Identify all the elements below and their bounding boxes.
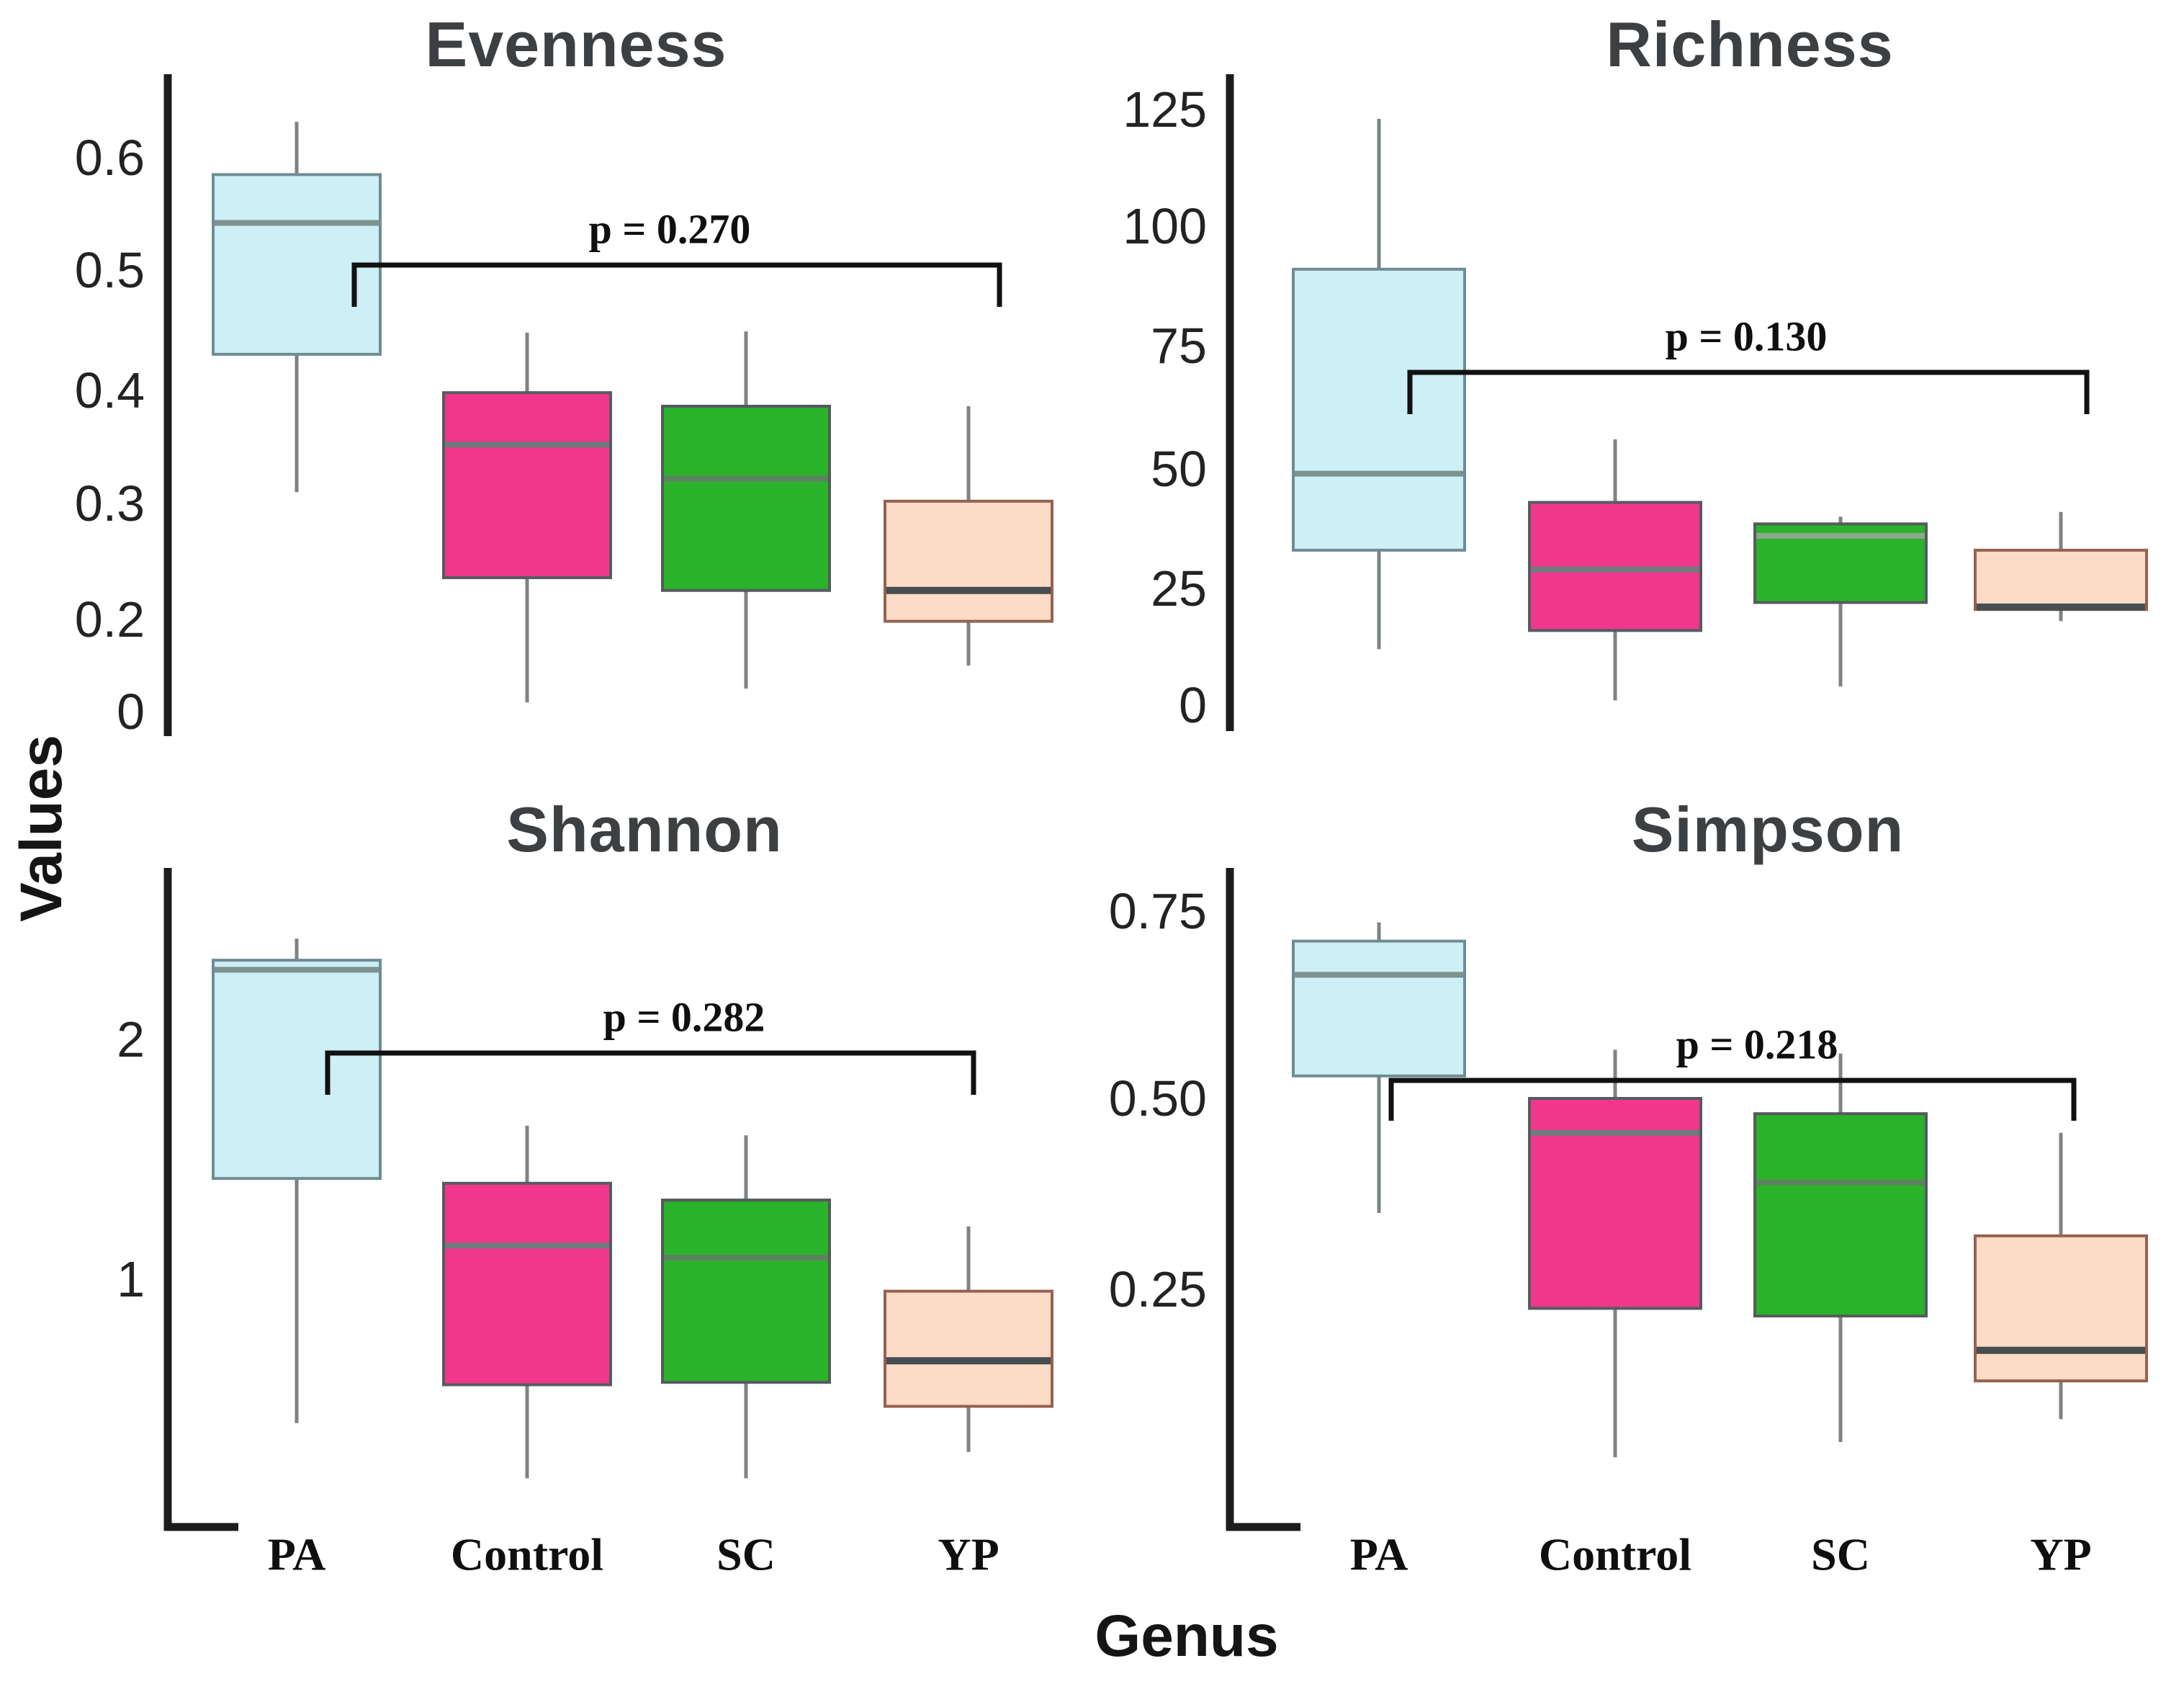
box-yp xyxy=(1974,548,2148,612)
category-label-control: Control xyxy=(1539,1529,1691,1580)
category-label-yp: YP xyxy=(938,1529,999,1580)
significance-bracket xyxy=(1407,370,2090,414)
box-yp xyxy=(884,1289,1053,1408)
significance-bracket xyxy=(351,262,1002,307)
y-tick-label: 0.3 xyxy=(75,475,145,532)
p-value-label: p = 0.130 xyxy=(1666,313,1828,360)
box-sc xyxy=(661,404,831,592)
significance-bracket xyxy=(325,1050,976,1095)
box-control xyxy=(442,1181,612,1387)
panel-title-simpson: Simpson xyxy=(1631,794,1905,865)
y-tick-label: 0.25 xyxy=(1109,1261,1207,1317)
category-label-pa: PA xyxy=(1350,1529,1408,1580)
y-tick-label: 0.50 xyxy=(1109,1070,1207,1127)
y-tick-label: 0.5 xyxy=(75,242,145,298)
y-tick-label: 0 xyxy=(1179,677,1207,733)
y-tick-label: 0.2 xyxy=(75,591,145,648)
y-tick-label: 25 xyxy=(1151,560,1207,617)
y-tick-label: 1 xyxy=(117,1251,145,1307)
panel-title-shannon: Shannon xyxy=(506,794,783,865)
box-pa xyxy=(212,959,382,1181)
y-tick-label: 0.75 xyxy=(1109,883,1207,939)
y-tick-label: 2 xyxy=(117,1011,145,1067)
y-tick-label: 125 xyxy=(1123,81,1207,138)
box-control xyxy=(1528,501,1702,632)
y-axis-title: Values xyxy=(9,735,74,922)
category-label-sc: SC xyxy=(1811,1529,1870,1580)
y-tick-label: 75 xyxy=(1151,318,1207,374)
box-yp xyxy=(1974,1234,2148,1383)
panel-title-richness: Richness xyxy=(1606,9,1894,80)
box-pa xyxy=(1292,939,1466,1078)
category-label-pa: PA xyxy=(268,1529,326,1580)
p-value-label: p = 0.282 xyxy=(603,994,765,1041)
y-tick-label: 0 xyxy=(117,684,145,740)
category-label-yp: YP xyxy=(2030,1529,2091,1580)
box-pa xyxy=(1292,267,1466,552)
category-label-control: Control xyxy=(451,1529,603,1580)
category-label-sc: SC xyxy=(716,1529,776,1580)
y-tick-label: 100 xyxy=(1123,198,1207,254)
y-tick-label: 0.6 xyxy=(75,130,145,186)
significance-bracket xyxy=(1388,1078,2077,1121)
box-sc xyxy=(1753,1112,1928,1318)
panel-title-evenness: Evenness xyxy=(425,9,727,80)
x-axis-title: Genus xyxy=(1095,1603,1279,1669)
box-yp xyxy=(884,499,1053,623)
box-sc xyxy=(661,1199,831,1384)
p-value-label: p = 0.218 xyxy=(1676,1021,1838,1068)
y-tick-label: 0.4 xyxy=(75,362,145,418)
y-tick-label: 50 xyxy=(1151,441,1207,497)
box-control xyxy=(442,391,612,580)
p-value-label: p = 0.270 xyxy=(589,206,751,253)
